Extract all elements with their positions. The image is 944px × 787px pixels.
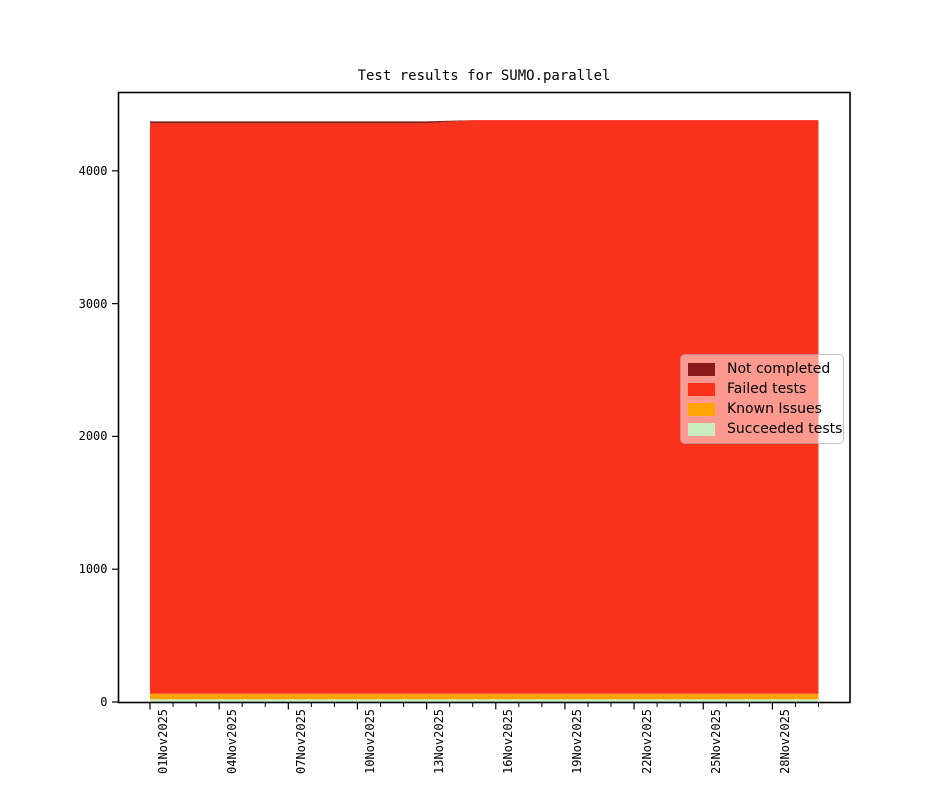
legend-label: Succeeded tests — [727, 421, 843, 437]
x-tick-label: 07Nov2025 — [293, 708, 308, 774]
y-tick-label: 2000 — [78, 429, 108, 444]
x-tick-label: 19Nov2025 — [570, 708, 585, 774]
x-tick-label: 28Nov2025 — [777, 708, 792, 774]
legend-label: Failed tests — [727, 381, 807, 397]
legend-swatch-succeeded-tests — [688, 422, 715, 436]
legend-swatch-known-issues — [688, 402, 715, 416]
area-series-not-completed — [150, 120, 819, 124]
legend-label: Known Issues — [727, 401, 822, 417]
legend-swatch-failed-tests — [688, 382, 715, 396]
x-tick-label: 16Nov2025 — [501, 708, 516, 774]
chart-title: Test results for SUMO.parallel — [357, 68, 611, 84]
x-tick-label: 01Nov2025 — [155, 708, 170, 774]
area-series-failed-tests — [150, 120, 819, 694]
area-series-succeeded-tests — [150, 699, 819, 702]
y-tick-label: 1000 — [78, 562, 108, 577]
legend-row: Succeeded tests — [688, 422, 842, 436]
x-tick-label: 22Nov2025 — [639, 708, 654, 774]
x-tick-label: 10Nov2025 — [362, 708, 377, 774]
x-tick-label: 25Nov2025 — [708, 708, 723, 774]
axes-frame — [117, 91, 851, 704]
x-tick-label: 13Nov2025 — [432, 708, 447, 774]
legend-label: Not completed — [727, 361, 831, 377]
y-tick-label: 3000 — [78, 296, 108, 311]
legend-swatch-not-completed — [688, 362, 715, 376]
y-tick-label: 0 — [100, 695, 108, 709]
legend: Not completed Failed tests Known Issues Suc… — [680, 354, 844, 444]
area-series-known-issues — [150, 693, 819, 700]
y-tick-label: 4000 — [78, 163, 108, 178]
legend-row: Known Issues — [688, 402, 837, 416]
legend-row: Not completed — [688, 362, 837, 376]
x-tick-label: 04Nov2025 — [224, 708, 239, 774]
legend-row: Failed tests — [688, 382, 837, 396]
